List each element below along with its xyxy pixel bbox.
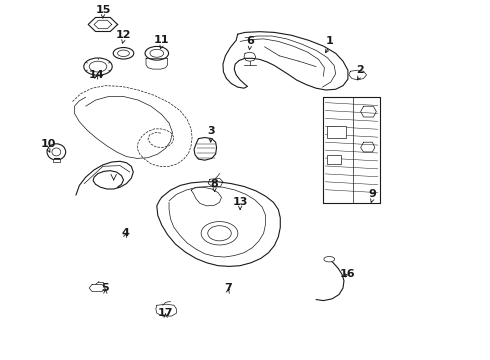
Text: 8: 8	[211, 179, 219, 189]
Text: 11: 11	[154, 35, 170, 45]
Text: 13: 13	[232, 197, 248, 207]
Text: 4: 4	[121, 228, 129, 238]
FancyBboxPatch shape	[327, 155, 341, 164]
Ellipse shape	[47, 144, 66, 160]
Text: 7: 7	[224, 283, 232, 293]
Ellipse shape	[89, 61, 107, 72]
Text: 3: 3	[207, 126, 215, 136]
Ellipse shape	[118, 50, 129, 57]
Text: 5: 5	[101, 283, 109, 293]
Text: 9: 9	[368, 189, 376, 199]
Ellipse shape	[201, 222, 238, 245]
Ellipse shape	[208, 226, 231, 241]
Ellipse shape	[145, 46, 169, 60]
Ellipse shape	[84, 58, 112, 75]
Text: 1: 1	[325, 36, 333, 46]
Ellipse shape	[324, 256, 335, 262]
Ellipse shape	[150, 49, 164, 57]
Text: 6: 6	[246, 36, 254, 46]
Text: 12: 12	[116, 30, 131, 40]
Text: 2: 2	[356, 65, 364, 75]
Ellipse shape	[113, 48, 134, 59]
Text: 16: 16	[340, 269, 356, 279]
Text: 15: 15	[95, 5, 111, 15]
Ellipse shape	[52, 148, 61, 156]
FancyBboxPatch shape	[53, 159, 60, 162]
Text: 17: 17	[158, 308, 173, 318]
Text: 10: 10	[40, 139, 56, 149]
Text: 14: 14	[88, 70, 104, 80]
FancyBboxPatch shape	[327, 126, 346, 138]
